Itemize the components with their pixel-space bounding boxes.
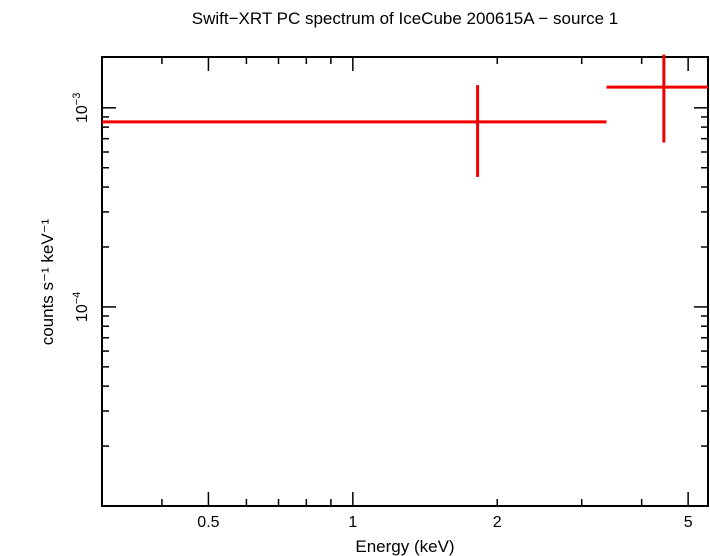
x-tick-labels: 0.5 1 2 5 xyxy=(197,514,692,531)
x-axis-label: Energy (keV) xyxy=(355,537,454,556)
y-tick-label: 10−4 xyxy=(71,292,91,322)
chart-title: Swift−XRT PC spectrum of IceCube 200615A… xyxy=(192,9,619,28)
x-tick-label: 1 xyxy=(348,514,357,531)
y-axis-label: counts s⁻¹ keV⁻¹ xyxy=(38,218,57,345)
x-tick-label: 2 xyxy=(493,514,502,531)
axis-ticks xyxy=(101,57,708,507)
x-tick-label: 0.5 xyxy=(197,514,219,531)
y-tick-label: 10−3 xyxy=(71,93,91,123)
data-point xyxy=(102,85,607,177)
y-tick-labels: 10−3 10−4 xyxy=(71,93,91,322)
x-tick-label: 5 xyxy=(684,514,693,531)
plot-frame xyxy=(101,56,709,507)
data-series xyxy=(102,54,708,177)
data-point xyxy=(606,54,708,143)
